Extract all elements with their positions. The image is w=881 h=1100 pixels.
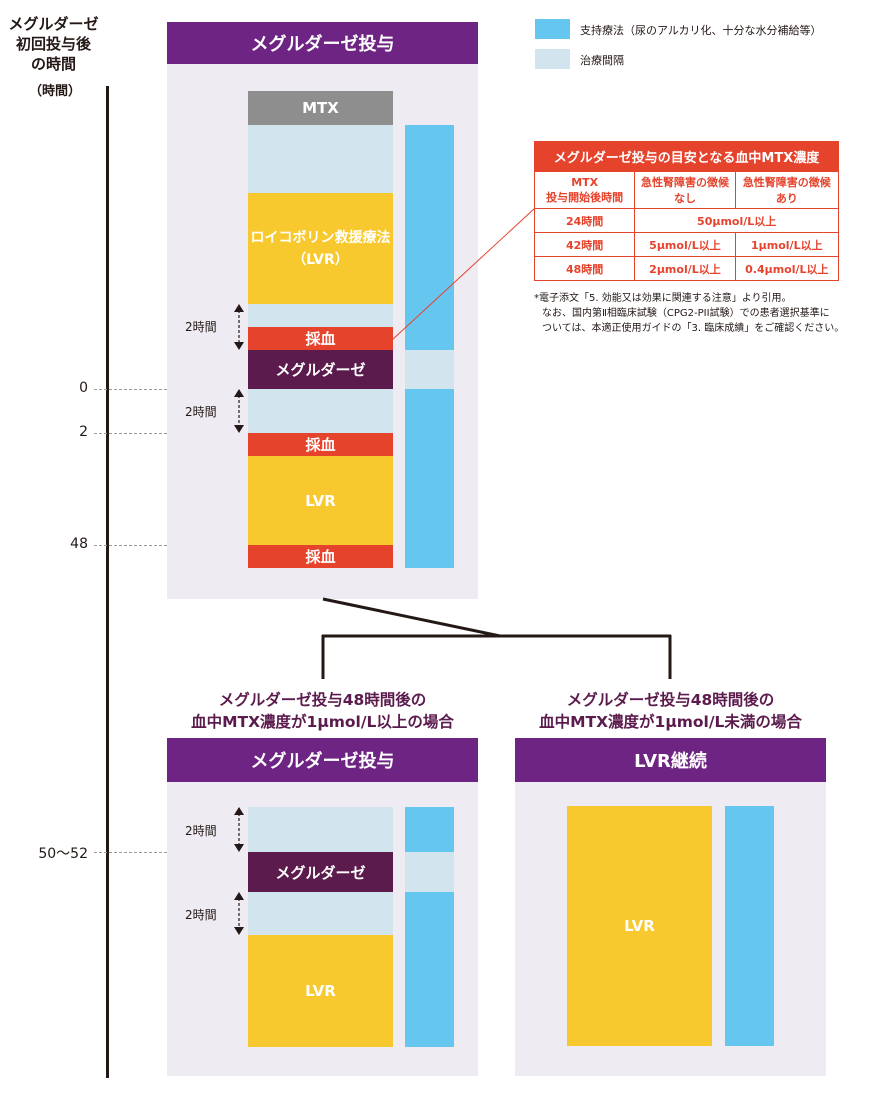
interval-label-2: 2時間 xyxy=(185,405,217,419)
table-cell: 50μmol/L以上 xyxy=(634,208,839,233)
interval-arrow-icon xyxy=(234,892,244,935)
support-therapy-bar xyxy=(405,125,454,350)
axis-title-line: メグルダーゼ xyxy=(8,15,99,33)
interval-arrow-icon xyxy=(234,389,244,433)
tick-label-0: 0 xyxy=(79,380,88,396)
table-header: 急性腎障害の徴候 あり xyxy=(734,171,840,209)
lvr-block: LVR xyxy=(248,456,393,545)
footnote-line: なお、国内第Ⅱ相臨床試験（CPG2-PII試験）での患者選択基準に xyxy=(542,308,830,319)
support-therapy-bar xyxy=(405,807,454,852)
top-panel-title: メグルダーゼ投与 xyxy=(167,22,478,64)
lvr-rescue-block: ロイコボリン救援療法 （LVR） xyxy=(248,193,393,304)
left-panel-title: メグルダーゼ投与 xyxy=(167,738,478,782)
axis-title-line: の時間 xyxy=(30,55,76,73)
support-therapy-bar xyxy=(725,806,774,1046)
legend-label-support: 支持療法（尿のアルカリ化、十分な水分補給等） xyxy=(580,24,822,37)
callout-connector xyxy=(391,207,536,341)
axis-unit: （時間） xyxy=(28,84,81,99)
glucarpidase-block: メグルダーゼ xyxy=(248,852,393,892)
tick-label-2: 2 xyxy=(79,424,88,440)
interval-block xyxy=(248,389,393,433)
interval-label-1: 2時間 xyxy=(185,824,217,838)
right-condition: メグルダーゼ投与48時間後の 血中MTX濃度が1μmol/L未満の場合 xyxy=(515,689,826,733)
table-cell: 1μmol/L以上 xyxy=(734,232,840,257)
table-cell: 42時間 xyxy=(533,232,636,257)
lvr-block: LVR xyxy=(248,935,393,1047)
interval-label-1: 2時間 xyxy=(185,320,217,334)
condition-line: メグルダーゼ投与48時間後の xyxy=(566,691,775,709)
interval-block xyxy=(248,304,393,327)
legend-swatch-interval xyxy=(535,49,570,69)
blood-sampling-block-2: 採血 xyxy=(248,433,393,456)
branch-connector xyxy=(321,597,672,679)
tick-label-50-52: 50〜52 xyxy=(38,846,88,862)
table-header: 急性腎障害の徴候 なし xyxy=(634,171,736,209)
lvr-block: LVR xyxy=(567,806,712,1046)
table-cell: 24時間 xyxy=(533,208,636,233)
table-header: MTX 投与開始後時間 xyxy=(533,171,636,209)
tick-label-48: 48 xyxy=(70,536,88,552)
support-interval-gap xyxy=(405,852,454,892)
support-interval-gap xyxy=(405,350,454,389)
interval-block xyxy=(248,125,393,193)
footnote-line: ついては、本適正使用ガイドの「3. 臨床成績」をご確認ください。 xyxy=(542,323,845,334)
left-condition: メグルダーゼ投与48時間後の 血中MTX濃度が1μmol/L以上の場合 xyxy=(167,689,478,733)
footnote: *電子添文「5. 効能又は効果に関連する注意」より引用。 なお、国内第Ⅱ相臨床試… xyxy=(534,291,874,336)
interval-label-2: 2時間 xyxy=(185,908,217,922)
legend-label-interval: 治療間隔 xyxy=(580,54,624,67)
mtx-block: MTX xyxy=(248,91,393,125)
interval-arrow-icon xyxy=(234,807,244,852)
table-cell: 5μmol/L以上 xyxy=(634,232,736,257)
support-therapy-bar xyxy=(405,389,454,568)
interval-block xyxy=(248,807,393,852)
mtx-concentration-table: メグルダーゼ投与の目安となる血中MTX濃度 MTX 投与開始後時間 急性腎障害の… xyxy=(533,141,840,281)
interval-block xyxy=(248,892,393,935)
condition-line: メグルダーゼ投与48時間後の xyxy=(218,691,427,709)
footnote-line: *電子添文「5. 効能又は効果に関連する注意」より引用。 xyxy=(534,293,792,304)
time-axis-line xyxy=(106,86,109,1078)
condition-line: 血中MTX濃度が1μmol/L未満の場合 xyxy=(539,713,802,731)
table-title: メグルダーゼ投与の目安となる血中MTX濃度 xyxy=(534,141,839,172)
table-cell: 2μmol/L以上 xyxy=(634,256,736,281)
support-therapy-bar xyxy=(405,892,454,1047)
table-cell: 0.4μmol/L以上 xyxy=(734,256,840,281)
condition-line: 血中MTX濃度が1μmol/L以上の場合 xyxy=(191,713,454,731)
legend-swatch-support xyxy=(535,19,570,39)
axis-title: メグルダーゼ 初回投与後 の時間 xyxy=(6,14,101,74)
glucarpidase-block: メグルダーゼ xyxy=(248,350,393,389)
blood-sampling-block-1: 採血 xyxy=(248,327,393,350)
axis-title-line: 初回投与後 xyxy=(15,35,91,53)
blood-sampling-block-3: 採血 xyxy=(248,545,393,568)
right-panel-title: LVR継続 xyxy=(515,738,826,782)
interval-arrow-icon xyxy=(234,304,244,350)
table-cell: 48時間 xyxy=(533,256,636,281)
lvr-rescue-label: ロイコボリン救援療法 xyxy=(250,229,391,246)
lvr-rescue-abbr: （LVR） xyxy=(292,251,349,268)
